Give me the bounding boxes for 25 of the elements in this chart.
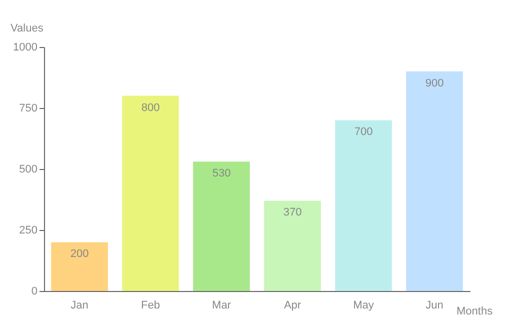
data-label: 370 [283, 206, 302, 219]
bar [122, 96, 179, 291]
y-axis-title: Values [10, 22, 44, 34]
x-tick-label: Feb [141, 300, 160, 312]
bar [264, 200, 321, 291]
y-tick-label: 250 [19, 224, 38, 236]
data-label: 800 [141, 102, 160, 114]
x-tick-label: May [353, 300, 374, 312]
x-tick-label: Jun [426, 300, 444, 312]
bar [51, 242, 108, 291]
data-label: 200 [70, 248, 89, 260]
y-tick-label: 500 [19, 164, 38, 176]
x-tick-label: Apr [284, 300, 302, 312]
bar [406, 71, 463, 291]
data-label: 530 [212, 168, 231, 180]
x-tick-label: Mar [212, 300, 232, 312]
y-tick-label: 750 [19, 102, 38, 114]
y-tick-label: 1000 [13, 42, 38, 54]
y-tick-label: 0 [31, 286, 38, 298]
data-label: 700 [354, 126, 373, 138]
x-tick-label: Jan [70, 300, 88, 312]
bar [193, 162, 250, 291]
x-axis-title: Months [456, 306, 494, 318]
data-label: 900 [425, 77, 444, 90]
bar [335, 120, 392, 291]
